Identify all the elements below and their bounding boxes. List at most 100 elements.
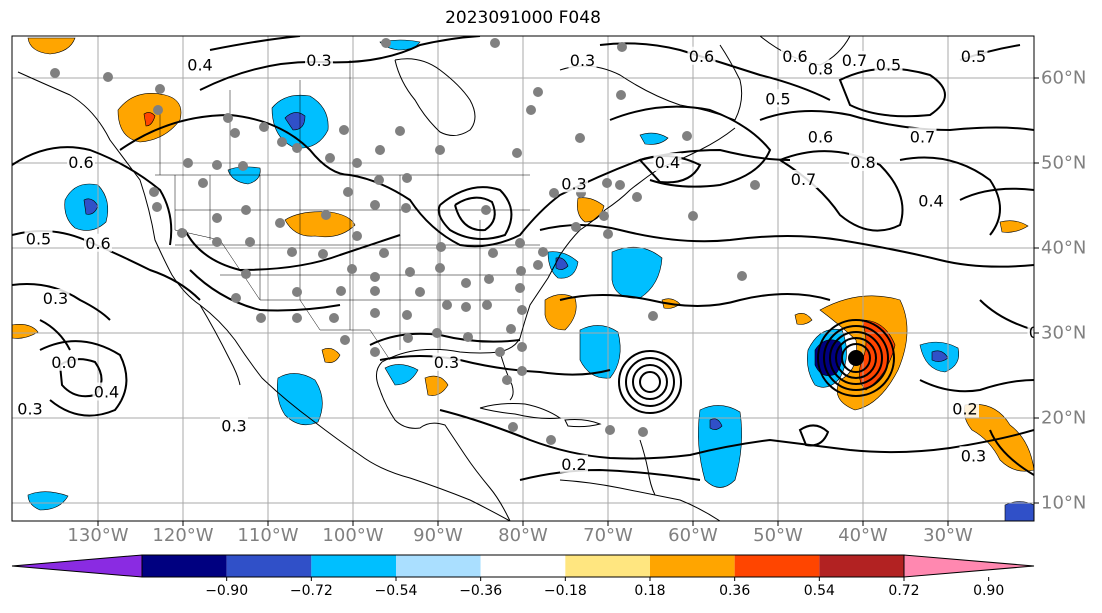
contour-label-bg xyxy=(840,51,869,69)
contour-label: 0.3 xyxy=(570,51,595,70)
contour-label-bg xyxy=(874,55,903,74)
contour-label: 0.3 xyxy=(221,417,246,436)
coast-hudson xyxy=(394,58,476,136)
colorbar-swatch xyxy=(480,555,566,577)
shade-orange-nova-scotia xyxy=(577,197,605,223)
coast-baja xyxy=(199,304,241,386)
shaded-fields xyxy=(12,37,1034,521)
contour-label: 0.6 xyxy=(808,128,833,147)
contour-label-bg xyxy=(687,46,716,65)
colorbar-swatch xyxy=(226,555,312,577)
contour-label-bg xyxy=(806,127,835,146)
contour-label-bg xyxy=(50,352,78,371)
contour-label-bg xyxy=(67,153,95,171)
contour-label-bg xyxy=(849,153,877,171)
colorbar-extend-low xyxy=(11,554,143,578)
shade-red-core xyxy=(143,112,156,127)
shade-orange-atlantic-coast xyxy=(544,294,577,331)
contour-label-bg xyxy=(917,191,945,210)
colorbar-extend-high xyxy=(903,554,1035,578)
colorbar-swatch xyxy=(650,555,735,577)
contour-label-bg xyxy=(1027,323,1034,341)
tc-center-marker xyxy=(848,350,864,366)
lon-label: 110°W xyxy=(237,525,299,546)
contour-label: 0.8 xyxy=(850,153,875,172)
contour-label: 0.5 xyxy=(961,47,986,66)
contour-label-bg xyxy=(186,55,214,74)
cuba xyxy=(479,403,562,419)
colorbar-swatch xyxy=(734,555,820,577)
lon-label: 120°W xyxy=(152,525,214,546)
shade-darkblue-central-atlantic xyxy=(709,418,723,430)
colorbar-tick-label: −0.54 xyxy=(374,583,418,599)
state-borders xyxy=(155,60,550,361)
contour-label-bg xyxy=(24,229,53,248)
contour-label-bg xyxy=(568,51,597,69)
lon-label: 100°W xyxy=(322,525,384,546)
shade-blue-caribbean-ne xyxy=(579,325,621,379)
contour-label: 0.6 xyxy=(68,153,93,172)
shade-blue-central-atlantic xyxy=(698,405,742,488)
colorbar-tick-label: 0.72 xyxy=(888,583,920,599)
colorbar-tick-label: 0.90 xyxy=(973,583,1005,599)
colorbar-tick-label: −0.18 xyxy=(543,583,587,599)
shade-blue-gulf xyxy=(384,364,419,386)
map-content: 0.4 0.3 0.6 0.60.8 0.7 0.5 0.50.30.50.6 0.70.80… xyxy=(12,36,1034,521)
lat-label: 20°N xyxy=(1041,407,1087,429)
shade-orange-midatl xyxy=(794,313,813,325)
contour-label: 0.5 xyxy=(876,55,901,74)
coast-florida xyxy=(499,351,514,401)
shade-blue-east-pacific xyxy=(27,491,69,511)
contour-label: 0.4 xyxy=(94,383,119,402)
tick-marks xyxy=(97,77,1039,526)
contour-label: 0.6 xyxy=(689,47,714,66)
contour-label-bg xyxy=(305,51,333,69)
contour-label-bg xyxy=(764,89,792,108)
contour-label: 0.5 xyxy=(26,230,51,249)
lon-label: 50°W xyxy=(753,525,803,546)
shade-blue-bottom-right xyxy=(1004,501,1034,521)
contour-label: 0.2 xyxy=(561,455,586,474)
lon-label: 60°W xyxy=(668,525,718,546)
antilles xyxy=(639,439,656,496)
contour-label-bg xyxy=(84,233,112,252)
contour-label: 0.7 xyxy=(842,51,867,70)
contour-label: 0.6 xyxy=(782,47,807,66)
contour-label-bg xyxy=(560,454,588,473)
colorbar-tick-label: 0.36 xyxy=(719,583,751,599)
contour-label: 0.3 xyxy=(961,446,986,465)
contour-label-bg xyxy=(16,399,44,418)
observation-dots xyxy=(50,38,760,445)
contour-label: 0.6 xyxy=(85,234,110,253)
contour-label-bg xyxy=(432,352,461,371)
colorbar-tick-label: −0.36 xyxy=(459,583,503,599)
contour-label: 0.0 xyxy=(51,353,76,372)
lon-label: 70°W xyxy=(583,525,633,546)
shade-orange-plains xyxy=(284,211,356,238)
contour-label: 0.5 xyxy=(765,89,790,108)
contour-label: 0.2 xyxy=(952,400,977,419)
contour-label-bg xyxy=(92,382,121,401)
lon-label: 130°W xyxy=(67,525,129,546)
contour-label: 0.3 xyxy=(306,51,331,70)
contour-labels: 0.4 0.3 0.6 0.60.8 0.7 0.5 0.50.30.50.6 0.70.80… xyxy=(16,46,1034,474)
contour-label: 0.7 xyxy=(791,170,816,189)
lat-label: 40°N xyxy=(1041,237,1087,259)
coast-pacific-nw xyxy=(17,71,511,521)
contour-label-bg xyxy=(653,153,682,171)
contour-label: 0.8 xyxy=(808,60,833,79)
contour-label: 0.3 xyxy=(43,289,68,308)
coast-labrador xyxy=(559,44,743,121)
shade-orange-mexico-pacific xyxy=(321,348,341,363)
shade-blue-western-atlantic xyxy=(611,246,663,299)
lon-label: 90°W xyxy=(413,525,463,546)
shade-orange-right-small xyxy=(999,220,1029,233)
colorbar-tick-label: −0.72 xyxy=(289,583,333,599)
hispaniola xyxy=(564,419,602,428)
lat-label: 30°N xyxy=(1041,322,1087,344)
lon-label: 80°W xyxy=(498,525,548,546)
contour-label: 0.4 xyxy=(918,191,943,210)
south-america-coast xyxy=(559,479,721,521)
tc-rings-west xyxy=(618,350,682,414)
